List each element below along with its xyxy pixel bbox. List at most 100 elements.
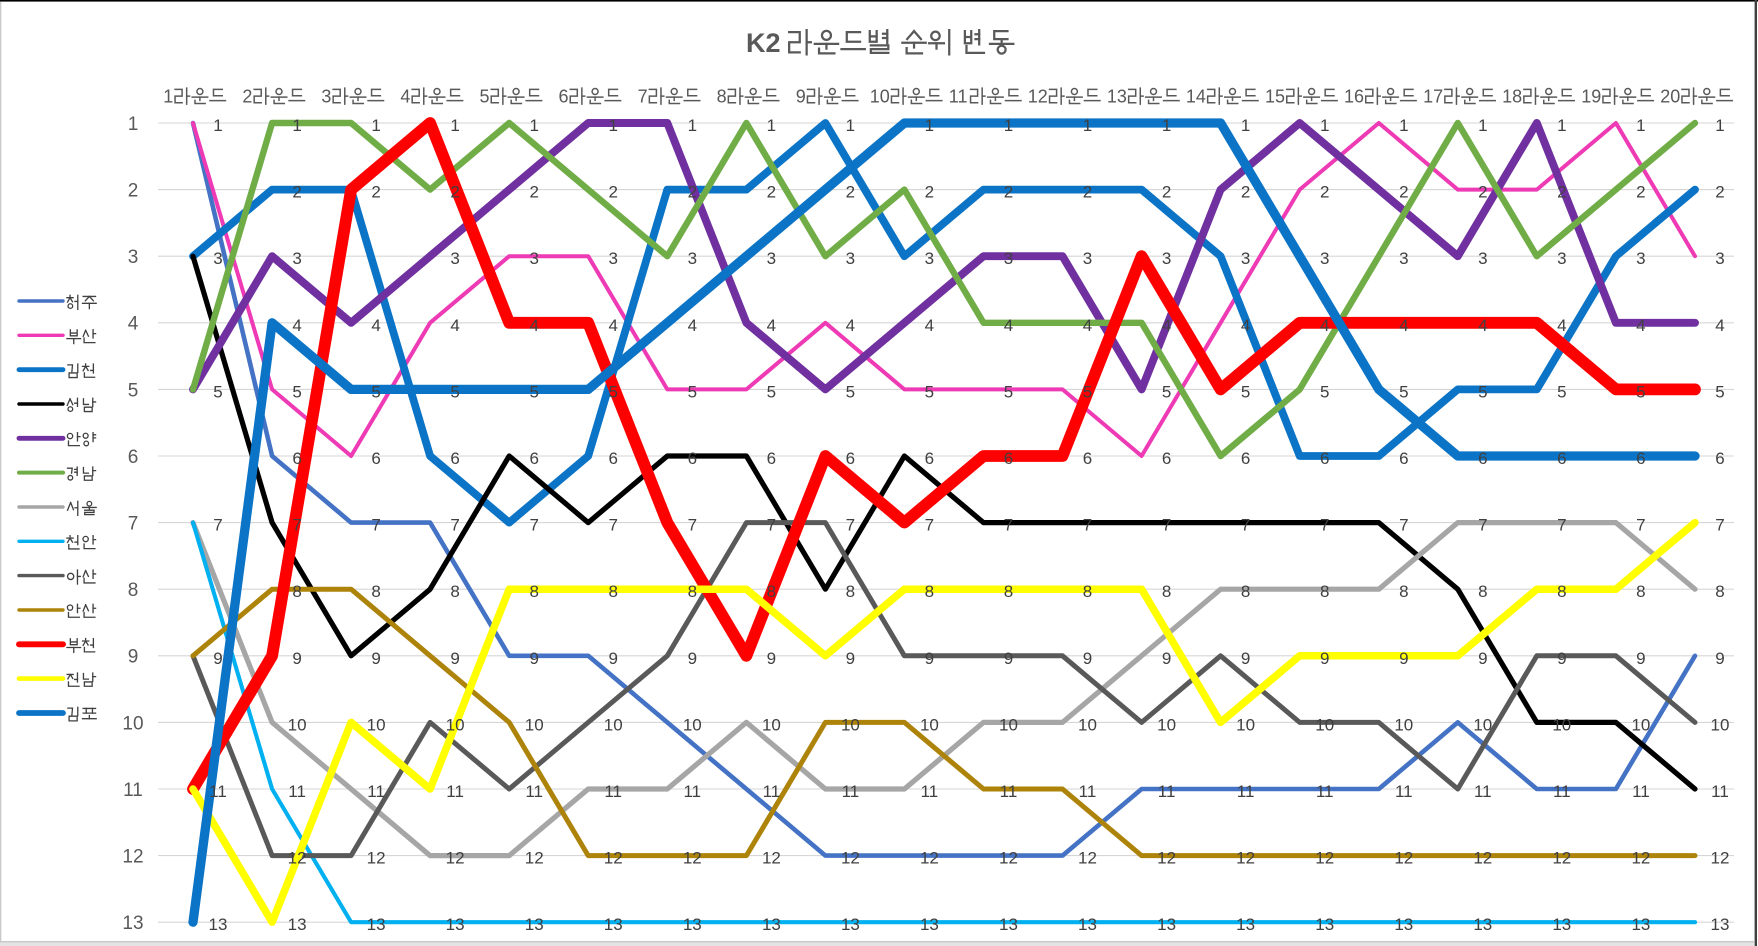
svg-text:15: 15 — [1265, 87, 1285, 107]
svg-text:12: 12 — [841, 849, 860, 868]
svg-text:13: 13 — [920, 915, 939, 934]
svg-text:2: 2 — [1399, 183, 1408, 202]
svg-text:6: 6 — [1399, 449, 1408, 468]
svg-text:5: 5 — [128, 380, 139, 401]
svg-text:2: 2 — [846, 183, 855, 202]
svg-text:7: 7 — [1162, 516, 1171, 535]
svg-text:2: 2 — [242, 87, 252, 107]
svg-text:12: 12 — [1315, 849, 1334, 868]
svg-text:8: 8 — [925, 582, 934, 601]
svg-text:7: 7 — [1320, 516, 1329, 535]
svg-text:12: 12 — [920, 849, 939, 868]
svg-text:5: 5 — [1162, 382, 1171, 401]
svg-text:10: 10 — [683, 715, 702, 734]
svg-text:12: 12 — [1236, 849, 1255, 868]
svg-text:9: 9 — [1241, 649, 1250, 668]
svg-text:2: 2 — [1557, 183, 1566, 202]
svg-text:7: 7 — [846, 516, 855, 535]
svg-text:7: 7 — [638, 87, 648, 107]
svg-text:4: 4 — [529, 316, 538, 335]
svg-text:12: 12 — [1473, 849, 1492, 868]
svg-text:3: 3 — [128, 247, 139, 268]
svg-text:3: 3 — [925, 249, 934, 268]
svg-text:10: 10 — [1552, 715, 1571, 734]
svg-text:6: 6 — [688, 449, 697, 468]
svg-text:5: 5 — [480, 87, 490, 107]
svg-text:13: 13 — [1236, 915, 1255, 934]
svg-text:3: 3 — [321, 87, 331, 107]
svg-text:8: 8 — [1083, 582, 1092, 601]
svg-text:4: 4 — [925, 316, 934, 335]
svg-text:1: 1 — [688, 116, 697, 135]
svg-text:2: 2 — [1083, 183, 1092, 202]
svg-text:9: 9 — [608, 649, 617, 668]
svg-text:11: 11 — [1553, 782, 1571, 801]
svg-text:7: 7 — [450, 516, 459, 535]
svg-text:10: 10 — [288, 715, 307, 734]
svg-text:16: 16 — [1344, 87, 1364, 107]
svg-text:12: 12 — [1157, 849, 1176, 868]
svg-text:9: 9 — [1715, 649, 1724, 668]
svg-text:5: 5 — [688, 382, 697, 401]
svg-text:4: 4 — [128, 314, 139, 335]
svg-text:9: 9 — [688, 649, 697, 668]
svg-text:3: 3 — [1083, 249, 1092, 268]
svg-text:11: 11 — [921, 782, 939, 801]
svg-text:10: 10 — [1315, 715, 1334, 734]
svg-text:12: 12 — [122, 847, 143, 868]
svg-text:6: 6 — [608, 449, 617, 468]
svg-text:4: 4 — [1320, 316, 1329, 335]
svg-text:7: 7 — [688, 516, 697, 535]
svg-text:6: 6 — [1241, 449, 1250, 468]
svg-text:13: 13 — [762, 915, 781, 934]
svg-text:3: 3 — [1004, 249, 1013, 268]
svg-text:9: 9 — [128, 647, 139, 668]
svg-text:5: 5 — [608, 382, 617, 401]
svg-text:6: 6 — [846, 449, 855, 468]
svg-text:10: 10 — [1157, 715, 1176, 734]
svg-text:4: 4 — [608, 316, 617, 335]
svg-text:8: 8 — [688, 582, 697, 601]
svg-text:20: 20 — [1660, 87, 1680, 107]
svg-text:11: 11 — [1158, 782, 1176, 801]
svg-text:4: 4 — [1478, 316, 1487, 335]
svg-text:4: 4 — [1715, 316, 1724, 335]
svg-text:13: 13 — [122, 913, 143, 934]
svg-text:1: 1 — [1636, 116, 1645, 135]
svg-text:5: 5 — [529, 382, 538, 401]
svg-text:5: 5 — [1478, 382, 1487, 401]
svg-text:11: 11 — [288, 782, 306, 801]
svg-text:10: 10 — [1631, 715, 1650, 734]
svg-text:2: 2 — [450, 183, 459, 202]
svg-text:7: 7 — [371, 516, 380, 535]
svg-text:6: 6 — [1320, 449, 1329, 468]
svg-text:8: 8 — [1557, 582, 1566, 601]
svg-text:10: 10 — [446, 715, 465, 734]
svg-text:K2: K2 — [746, 28, 781, 58]
svg-text:6: 6 — [529, 449, 538, 468]
svg-text:10: 10 — [1711, 715, 1730, 734]
svg-text:9: 9 — [213, 649, 222, 668]
svg-text:12: 12 — [1394, 849, 1413, 868]
svg-text:6: 6 — [1478, 449, 1487, 468]
svg-text:2: 2 — [1715, 183, 1724, 202]
svg-text:12: 12 — [1711, 849, 1730, 868]
svg-text:11: 11 — [525, 782, 543, 801]
svg-text:1: 1 — [767, 116, 776, 135]
svg-text:6: 6 — [128, 447, 139, 468]
svg-text:3: 3 — [450, 249, 459, 268]
svg-text:8: 8 — [1004, 582, 1013, 601]
svg-text:3: 3 — [1636, 249, 1645, 268]
svg-text:4: 4 — [450, 316, 459, 335]
svg-text:7: 7 — [213, 516, 222, 535]
svg-text:8: 8 — [450, 582, 459, 601]
svg-text:2: 2 — [1320, 183, 1329, 202]
svg-text:5: 5 — [292, 382, 301, 401]
svg-text:9: 9 — [371, 649, 380, 668]
svg-text:11: 11 — [1316, 782, 1334, 801]
svg-text:1: 1 — [213, 116, 222, 135]
svg-text:10: 10 — [525, 715, 544, 734]
svg-text:5: 5 — [450, 382, 459, 401]
svg-text:10: 10 — [122, 713, 143, 734]
svg-text:10: 10 — [367, 715, 386, 734]
